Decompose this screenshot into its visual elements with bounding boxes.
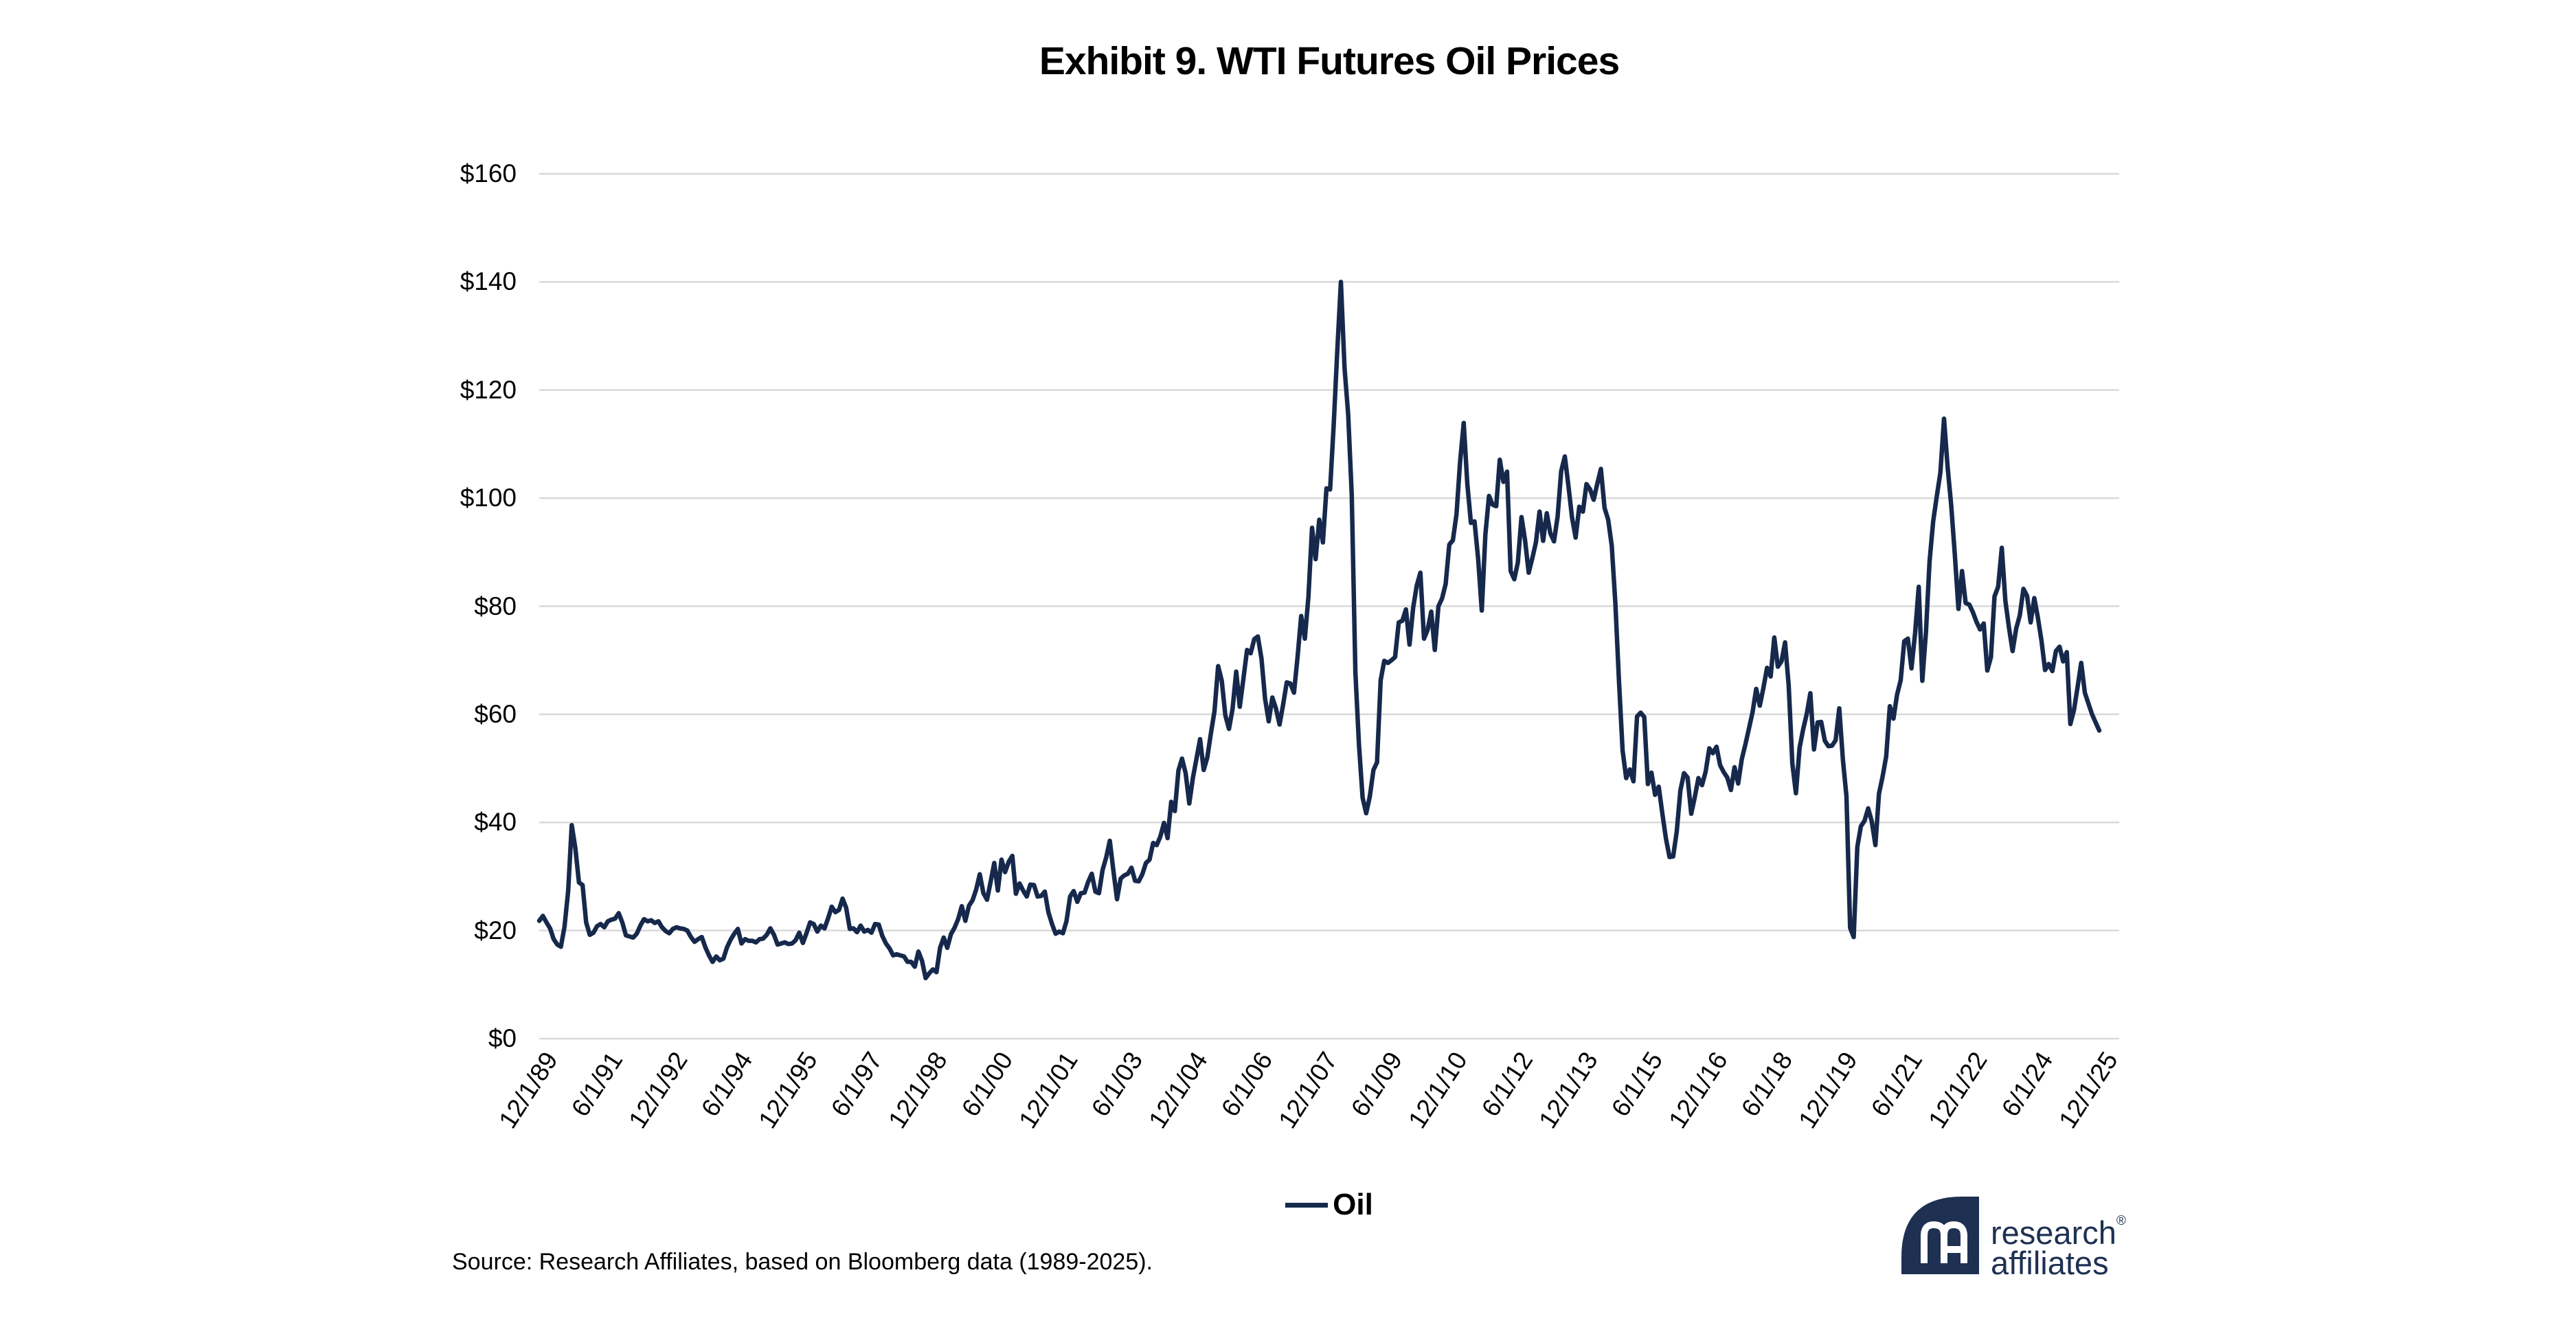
legend: Oil	[539, 1183, 2119, 1227]
legend-line-swatch	[1285, 1202, 1329, 1208]
ra-logo-icon	[1901, 1197, 1979, 1274]
source-note: Source: Research Affiliates, based on Bl…	[452, 1249, 1153, 1275]
registered-mark: ®	[2116, 1214, 2126, 1228]
price-line-oil	[536, 280, 2102, 981]
ra-logo: research® affiliates	[1901, 1197, 2126, 1281]
y-axis-label: $100	[460, 484, 517, 512]
legend-label: Oil	[1333, 1188, 1373, 1221]
logo-word-research: research	[1991, 1214, 2116, 1251]
ra-monogram	[1921, 1221, 1967, 1263]
y-axis-label: $60	[474, 699, 517, 728]
logo-word-affiliates: affiliates	[1991, 1245, 2109, 1281]
y-axis-label: $160	[460, 159, 517, 188]
page-title: Exhibit 9. WTI Futures Oil Prices	[1039, 39, 1620, 83]
y-axis-label: $120	[460, 375, 517, 404]
y-axis-label: $20	[474, 916, 517, 945]
ra-logo-text: research® affiliates	[1991, 1206, 2126, 1281]
y-axis-label: $40	[474, 808, 517, 837]
y-axis-label: $80	[474, 591, 517, 620]
y-axis-label: $140	[460, 267, 517, 296]
y-axis-label: $0	[488, 1024, 517, 1052]
